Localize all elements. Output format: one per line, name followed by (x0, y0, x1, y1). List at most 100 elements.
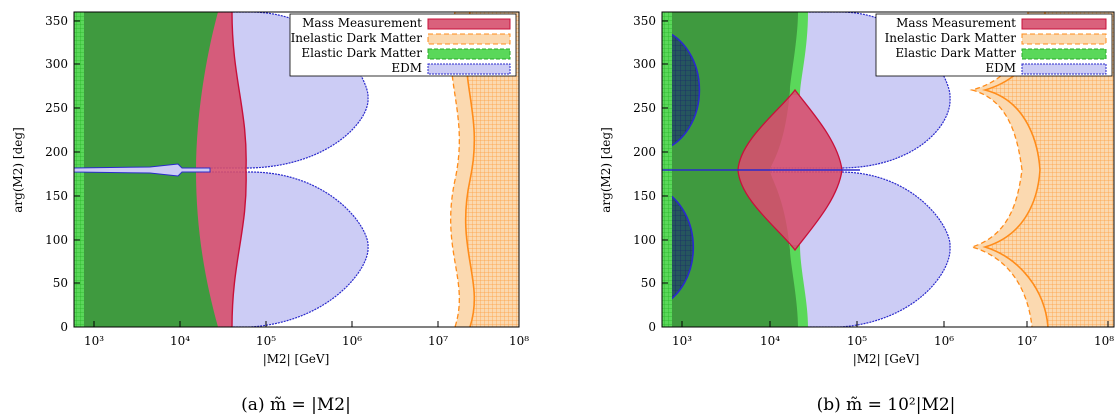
panel-b-inelastic-hatch (985, 12, 1114, 327)
svg-text:10⁶: 10⁶ (934, 334, 954, 348)
x-tick: 10⁵ (256, 321, 276, 348)
panel-a-x-axis-label: |M2| [GeV] (263, 352, 330, 366)
svg-text:10⁴: 10⁴ (170, 334, 190, 348)
panel-a-y-axis-label: arg(M2) [deg] (11, 127, 25, 213)
y-tick: 0 (648, 320, 668, 334)
svg-text:250: 250 (633, 101, 656, 115)
panel-a-legend: Mass Measurement Inelastic Dark Matter E… (289, 13, 517, 77)
y-tick: 150 (45, 189, 80, 203)
panel-a-mass-edge (231, 12, 247, 327)
legend-swatch-elastic (427, 48, 511, 60)
y-tick: 250 (633, 101, 668, 115)
svg-text:10⁸: 10⁸ (1094, 334, 1114, 348)
x-tick: 10⁶ (342, 321, 362, 348)
legend-item: Mass Measurement (896, 16, 1107, 30)
panel-b-inelastic-edge-dashed (969, 12, 1033, 327)
svg-text:300: 300 (45, 57, 68, 71)
svg-text:150: 150 (45, 189, 68, 203)
panel-a-plot-area (74, 12, 519, 327)
svg-text:200: 200 (633, 145, 656, 159)
x-tick: 10⁴ (170, 321, 190, 348)
y-tick: 350 (45, 14, 80, 28)
svg-text:Mass Measurement: Mass Measurement (896, 16, 1016, 30)
svg-text:EDM: EDM (391, 61, 422, 75)
chart-panel-a: 0 50 100 150 200 250 300 350 arg(M2) [de… (11, 11, 529, 415)
svg-text:Elastic Dark Matter: Elastic Dark Matter (301, 46, 422, 60)
y-tick: 0 (60, 320, 80, 334)
panel-a-frame (73, 11, 520, 328)
legend-swatch-mass (427, 18, 511, 30)
panel-b-plot-area (662, 12, 1114, 327)
x-tick: 10⁸ (509, 321, 529, 348)
legend-item: Inelastic Dark Matter (885, 31, 1107, 45)
panel-b-caption: (b) m̃ = 10²|M2| (817, 395, 956, 415)
y-tick: 200 (45, 145, 80, 159)
legend-item: EDM (985, 61, 1107, 75)
legend-item: Elastic Dark Matter (301, 46, 511, 60)
panel-a-inelastic-hatch (465, 12, 519, 327)
x-tick: 10⁸ (1094, 321, 1114, 348)
svg-text:250: 250 (45, 101, 68, 115)
legend-item: Inelastic Dark Matter (291, 31, 511, 45)
y-tick: 100 (633, 233, 668, 247)
legend-item: Elastic Dark Matter (895, 46, 1107, 60)
svg-text:100: 100 (45, 233, 68, 247)
svg-text:Inelastic Dark Matter: Inelastic Dark Matter (291, 31, 423, 45)
chart-panel-b: 0 50 100 150 200 250 300 350 arg(M2) [de… (599, 11, 1115, 415)
y-tick: 100 (45, 233, 80, 247)
svg-text:10⁷: 10⁷ (428, 334, 448, 348)
x-tick: 10⁶ (934, 321, 954, 348)
x-tick: 10³ (672, 321, 692, 348)
svg-text:0: 0 (648, 320, 656, 334)
svg-text:300: 300 (633, 57, 656, 71)
svg-text:10⁵: 10⁵ (256, 334, 276, 348)
y-tick: 350 (633, 14, 668, 28)
svg-text:10⁷: 10⁷ (1017, 334, 1037, 348)
panel-b-x-axis: 10³ 10⁴ 10⁵ 10⁶ 10⁷ 10⁸ |M2| [GeV] (672, 321, 1114, 366)
svg-text:50: 50 (53, 276, 68, 290)
panel-a-caption: (a) m̃ = |M2| (241, 395, 351, 415)
panel-a-edm-center-line (74, 163, 211, 177)
svg-text:0: 0 (60, 320, 68, 334)
y-tick: 50 (641, 276, 668, 290)
y-tick: 300 (633, 57, 668, 71)
legend-swatch-edm (1021, 63, 1107, 75)
panel-b-y-axis-label: arg(M2) [deg] (599, 127, 613, 213)
panel-b-frame (661, 11, 1115, 328)
svg-text:10⁴: 10⁴ (760, 334, 780, 348)
svg-text:10⁸: 10⁸ (509, 334, 529, 348)
x-tick: 10⁵ (847, 321, 867, 348)
x-tick: 10⁴ (760, 321, 780, 348)
svg-text:50: 50 (641, 276, 656, 290)
panel-b-mass-edge (737, 88, 843, 252)
y-tick: 150 (633, 189, 668, 203)
svg-text:10⁵: 10⁵ (847, 334, 867, 348)
svg-text:200: 200 (45, 145, 68, 159)
svg-text:350: 350 (45, 14, 68, 28)
legend-item: Mass Measurement (302, 16, 511, 30)
legend-swatch-elastic (1021, 48, 1107, 60)
svg-text:EDM: EDM (985, 61, 1016, 75)
panel-b-legend: Mass Measurement Inelastic Dark Matter E… (875, 13, 1113, 77)
x-tick: 10⁷ (1017, 321, 1037, 348)
panel-a-x-axis: 10³ 10⁴ 10⁵ 10⁶ 10⁷ 10⁸ |M2| [GeV] (84, 321, 529, 366)
svg-text:10³: 10³ (672, 334, 692, 348)
y-tick: 50 (53, 276, 80, 290)
x-tick: 10⁷ (428, 321, 448, 348)
x-tick: 10³ (84, 321, 104, 348)
svg-text:Mass Measurement: Mass Measurement (302, 16, 422, 30)
y-tick: 200 (633, 145, 668, 159)
panel-a-y-axis: 0 50 100 150 200 250 300 350 arg(M2) [de… (11, 14, 80, 334)
svg-text:350: 350 (633, 14, 656, 28)
y-tick: 250 (45, 101, 80, 115)
svg-text:10⁶: 10⁶ (342, 334, 362, 348)
legend-swatch-edm (427, 63, 511, 75)
svg-text:Elastic Dark Matter: Elastic Dark Matter (895, 46, 1016, 60)
panel-b-y-axis: 0 50 100 150 200 250 300 350 arg(M2) [de… (599, 14, 668, 334)
svg-text:10³: 10³ (84, 334, 104, 348)
legend-item: EDM (391, 61, 511, 75)
legend-swatch-inelastic (427, 33, 511, 45)
legend-swatch-mass (1021, 18, 1107, 30)
svg-text:150: 150 (633, 189, 656, 203)
